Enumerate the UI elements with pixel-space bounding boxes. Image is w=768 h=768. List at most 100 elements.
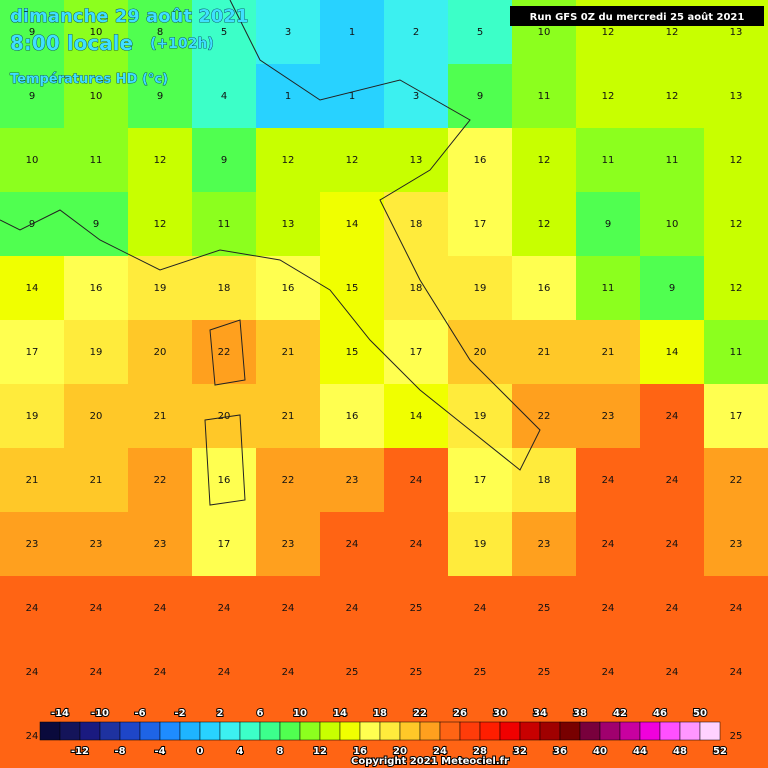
temperature-cell [0,576,65,641]
temperature-cell [320,512,385,577]
temperature-label: 24 [154,667,167,678]
temperature-cell [64,64,129,129]
temperature-cell [640,448,705,513]
temperature-cell [0,320,65,385]
temperature-cell [256,384,321,449]
temperature-cell [0,128,65,193]
temperature-cell [0,640,65,705]
run-box [510,6,764,26]
temperature-cell [256,320,321,385]
temperature-cell [320,448,385,513]
temperature-label: 11 [90,155,103,166]
temperature-cell [384,192,449,257]
temperature-label: 24 [26,603,39,614]
scale-label: -6 [134,708,145,719]
scale-label: 28 [473,746,487,757]
temperature-label: 20 [90,411,103,422]
temperature-label: 25 [538,603,551,614]
scale-label: 6 [257,708,264,719]
temperature-cell [128,448,193,513]
temperature-cell [64,320,129,385]
temperature-label: 24 [730,603,743,614]
scale-box [359,721,381,741]
temperature-label: 9 [157,91,163,102]
temperature-cell [320,320,385,385]
temperature-label: 16 [218,475,231,486]
temperature-label: 19 [26,411,39,422]
copyright: Copyright 2021 Meteociel.fr [351,756,509,767]
scale-label: 52 [713,746,727,757]
temperature-label: 13 [282,219,295,230]
temperature-label: 25 [730,731,743,742]
temperature-label: 12 [602,91,615,102]
temperature-label: 24 [730,667,743,678]
temperature-label: 11 [538,91,551,102]
scale-box [39,721,61,741]
temperature-label: 24 [26,731,39,742]
scale-label: 4 [237,746,244,757]
temperature-cell [640,512,705,577]
temperature-cell [0,0,65,65]
temperature-label: 8 [157,27,163,38]
temperature-cell [512,640,577,705]
temperature-cell [256,448,321,513]
scale-label: 22 [413,708,427,719]
scale-box [419,721,441,741]
color-scale: -14-12-10-8-6-4-202468101214161820222426… [39,707,728,758]
scale-label: 16 [353,746,367,757]
temperature-label: 24 [666,667,679,678]
scale-label: 14 [333,708,347,719]
temperature-cell [320,0,385,65]
temperature-cell [704,448,768,513]
temperature-cell [704,64,768,129]
temperature-label: 24 [26,667,39,678]
temperature-cell [256,64,321,129]
temperature-label: 18 [538,475,551,486]
temperature-cell [384,576,449,641]
temperature-label: 23 [538,539,551,550]
temperature-cell [448,256,513,321]
scale-box [679,721,701,741]
temperature-label: 22 [282,475,295,486]
temperature-cell [192,576,257,641]
temperature-cell [576,448,641,513]
temperature-label: 11 [602,155,615,166]
temperature-label: 20 [218,411,231,422]
scale-box [99,721,121,741]
scale-label: -10 [91,708,109,719]
temperature-label: 12 [154,219,167,230]
temperature-cell [640,384,705,449]
temperature-label: 9 [605,219,611,230]
temperature-cell [704,576,768,641]
temperature-cell [64,384,129,449]
temperature-cell [64,512,129,577]
temperature-cell [192,320,257,385]
temperature-label: 14 [26,283,39,294]
temperature-label: 24 [602,475,615,486]
temperature-label: 23 [282,539,295,550]
scale-label: 0 [197,746,204,757]
temperature-cell [64,192,129,257]
temperature-cell [576,384,641,449]
temperature-cell [512,512,577,577]
temperature-label: 5 [221,27,227,38]
temperature-cell [320,576,385,641]
temperature-cell [640,256,705,321]
temperature-label: 24 [602,539,615,550]
scale-label: 2 [217,708,224,719]
temperature-cell [256,0,321,65]
scale-box [579,721,601,741]
temperature-label: 16 [346,411,359,422]
lead-time: (+102h) [150,36,214,52]
temperature-label: 19 [474,411,487,422]
temperature-cell [576,128,641,193]
temperature-label: 23 [730,539,743,550]
scale-box [399,721,421,741]
temperature-cell [640,640,705,705]
temperature-cell [640,320,705,385]
temperature-label: 12 [666,91,679,102]
scale-box [119,721,141,741]
temperature-cell [64,128,129,193]
temperature-label: 24 [282,603,295,614]
